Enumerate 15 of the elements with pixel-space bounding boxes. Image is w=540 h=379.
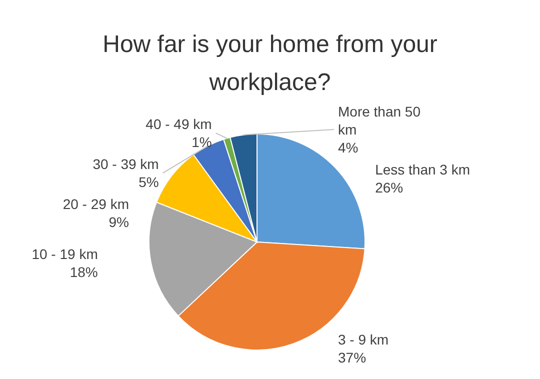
data-label: 4%	[338, 139, 358, 156]
data-label: 1%	[192, 134, 212, 150]
slice-label: More than 50 km	[338, 103, 421, 138]
data-label: 18%	[70, 264, 98, 280]
slice-label: 20 - 29 km	[62, 196, 129, 212]
data-label: 9%	[108, 214, 129, 230]
slice-label: 30 - 39 km	[92, 156, 159, 172]
slice-label: 40 - 49 km	[146, 116, 212, 132]
slice-label: 3 - 9 km	[338, 332, 389, 348]
data-label: 5%	[138, 174, 159, 190]
slice-label: 10 - 19 km	[32, 246, 98, 262]
data-label: 37%	[338, 350, 366, 366]
data-label: 26%	[375, 179, 404, 196]
slice-label: Less than 3 km	[375, 161, 470, 178]
chart-title: How far is your home from your workplace?	[102, 31, 438, 96]
